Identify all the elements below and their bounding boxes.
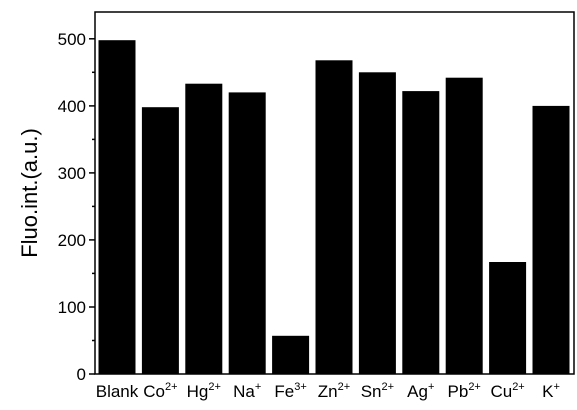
bar-4 bbox=[272, 335, 310, 374]
x-category-label-10: K+ bbox=[542, 381, 560, 401]
y-tick-label-2: 200 bbox=[58, 231, 86, 250]
x-category-label-9: Cu2+ bbox=[490, 381, 524, 401]
x-category-label-2: Hg2+ bbox=[187, 381, 221, 401]
y-tick-label-0: 0 bbox=[77, 365, 86, 384]
bar-7 bbox=[402, 91, 440, 374]
bar-1 bbox=[141, 107, 179, 374]
bar-9 bbox=[489, 262, 527, 374]
x-category-label-4: Fe3+ bbox=[274, 381, 306, 401]
bar-5 bbox=[315, 60, 353, 375]
x-axis-labels: Blank Co2+ Hg2+ Na+ Fe3+ Zn2+ Sn2+ Ag+ Pb2+ Cu2+ K… bbox=[96, 381, 560, 401]
plot-frame bbox=[94, 11, 575, 375]
x-category-label-5: Zn2+ bbox=[318, 381, 350, 401]
x-category-label-1: Co2+ bbox=[143, 381, 177, 401]
y-tick-label-1: 100 bbox=[58, 298, 86, 317]
x-category-label-8: Pb2+ bbox=[448, 381, 481, 401]
bar-10 bbox=[532, 105, 570, 375]
bar-6 bbox=[358, 72, 396, 375]
bars-layer bbox=[98, 40, 570, 375]
x-category-label-0: Blank bbox=[96, 382, 139, 401]
bar-0 bbox=[98, 40, 136, 374]
y-tick-label-4: 400 bbox=[58, 97, 86, 116]
bar-2 bbox=[185, 83, 223, 374]
y-tick-label-5: 500 bbox=[58, 30, 86, 49]
x-category-label-3: Na+ bbox=[233, 381, 261, 401]
y-axis-ticks: 0 100 200 300 400 500 bbox=[58, 30, 95, 384]
x-category-label-7: Ag+ bbox=[407, 381, 434, 401]
x-category-label-6: Sn2+ bbox=[361, 381, 394, 401]
y-tick-label-3: 300 bbox=[58, 164, 86, 183]
bar-8 bbox=[445, 77, 483, 374]
y-axis-title: Fluo.int.(a.u.) bbox=[17, 128, 42, 258]
bar-3 bbox=[228, 92, 266, 375]
